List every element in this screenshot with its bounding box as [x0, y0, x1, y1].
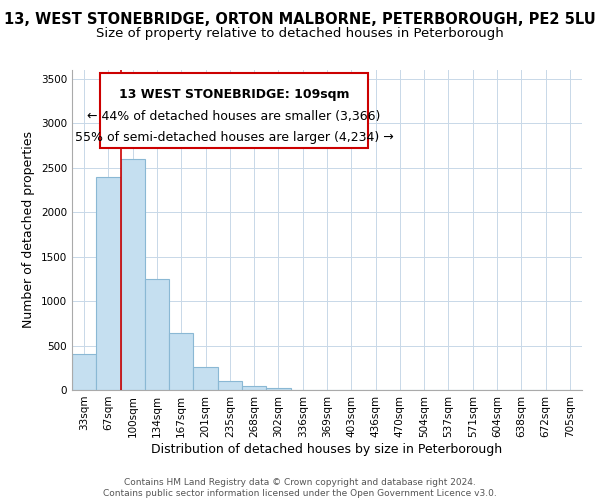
- Y-axis label: Number of detached properties: Number of detached properties: [22, 132, 35, 328]
- Text: 55% of semi-detached houses are larger (4,234) →: 55% of semi-detached houses are larger (…: [74, 132, 394, 144]
- Bar: [193, 367, 218, 390]
- Text: ← 44% of detached houses are smaller (3,366): ← 44% of detached houses are smaller (3,…: [87, 110, 380, 124]
- Bar: [242, 386, 266, 390]
- Text: 13 WEST STONEBRIDGE: 109sqm: 13 WEST STONEBRIDGE: 109sqm: [119, 88, 349, 101]
- Bar: [121, 159, 145, 390]
- Text: Size of property relative to detached houses in Peterborough: Size of property relative to detached ho…: [96, 28, 504, 40]
- Bar: [145, 279, 169, 390]
- Text: Contains HM Land Registry data © Crown copyright and database right 2024.
Contai: Contains HM Land Registry data © Crown c…: [103, 478, 497, 498]
- Bar: [266, 388, 290, 390]
- X-axis label: Distribution of detached houses by size in Peterborough: Distribution of detached houses by size …: [151, 442, 503, 456]
- Bar: [96, 176, 121, 390]
- Bar: [218, 381, 242, 390]
- Bar: [72, 354, 96, 390]
- FancyBboxPatch shape: [100, 73, 368, 148]
- Bar: [169, 333, 193, 390]
- Text: 13, WEST STONEBRIDGE, ORTON MALBORNE, PETERBOROUGH, PE2 5LU: 13, WEST STONEBRIDGE, ORTON MALBORNE, PE…: [4, 12, 596, 28]
